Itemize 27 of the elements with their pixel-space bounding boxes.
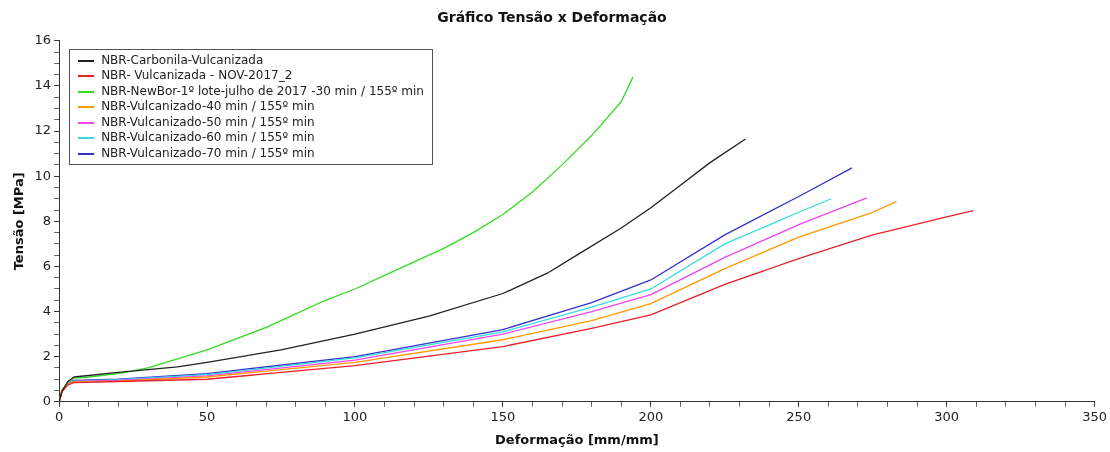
legend-label: NBR-Vulcanizado-60 min / 155º min: [101, 130, 315, 146]
y-tick-label: 8: [42, 212, 52, 228]
y-tick-label: 16: [34, 32, 52, 48]
legend-label: NBR-NewBor-1º lote-julho de 2017 -30 min / 155º min: [101, 83, 424, 100]
y-axis-title: Tensão [MPa]: [11, 172, 27, 271]
y-tick-label: 12: [34, 122, 52, 138]
y-tick-label: 4: [42, 302, 52, 318]
x-tick-label: 300: [934, 408, 960, 424]
legend-label: NBR- Vulcanizada - NOV-2017_2: [101, 68, 293, 84]
y-tick-label: 10: [34, 167, 52, 183]
x-tick-label: 50: [198, 408, 216, 424]
x-tick-label: 100: [342, 408, 368, 424]
x-tick-label: 150: [490, 408, 516, 424]
legend-label: NBR-Vulcanizado-70 min / 155º min: [101, 145, 315, 162]
y-tick-label: 14: [34, 77, 52, 93]
chart-title: Gráfico Tensão x Deformação: [437, 9, 668, 26]
x-axis-title: Deformação [mm/mm]: [495, 431, 659, 447]
x-tick-label: 350: [1082, 408, 1108, 424]
legend-label: NBR-Vulcanizado-40 min / 155º min: [101, 99, 315, 115]
x-tick-label: 250: [786, 408, 812, 424]
y-tick-label: 6: [42, 257, 52, 273]
x-tick-label: 0: [55, 408, 64, 424]
y-tick-label: 0: [42, 393, 52, 409]
legend-label: NBR-Carbonila-Vulcanizada: [101, 52, 264, 69]
legend-label: NBR-Vulcanizado-50 min / 155º min: [101, 114, 315, 131]
y-tick-label: 2: [42, 348, 52, 364]
x-tick-label: 200: [638, 408, 664, 424]
